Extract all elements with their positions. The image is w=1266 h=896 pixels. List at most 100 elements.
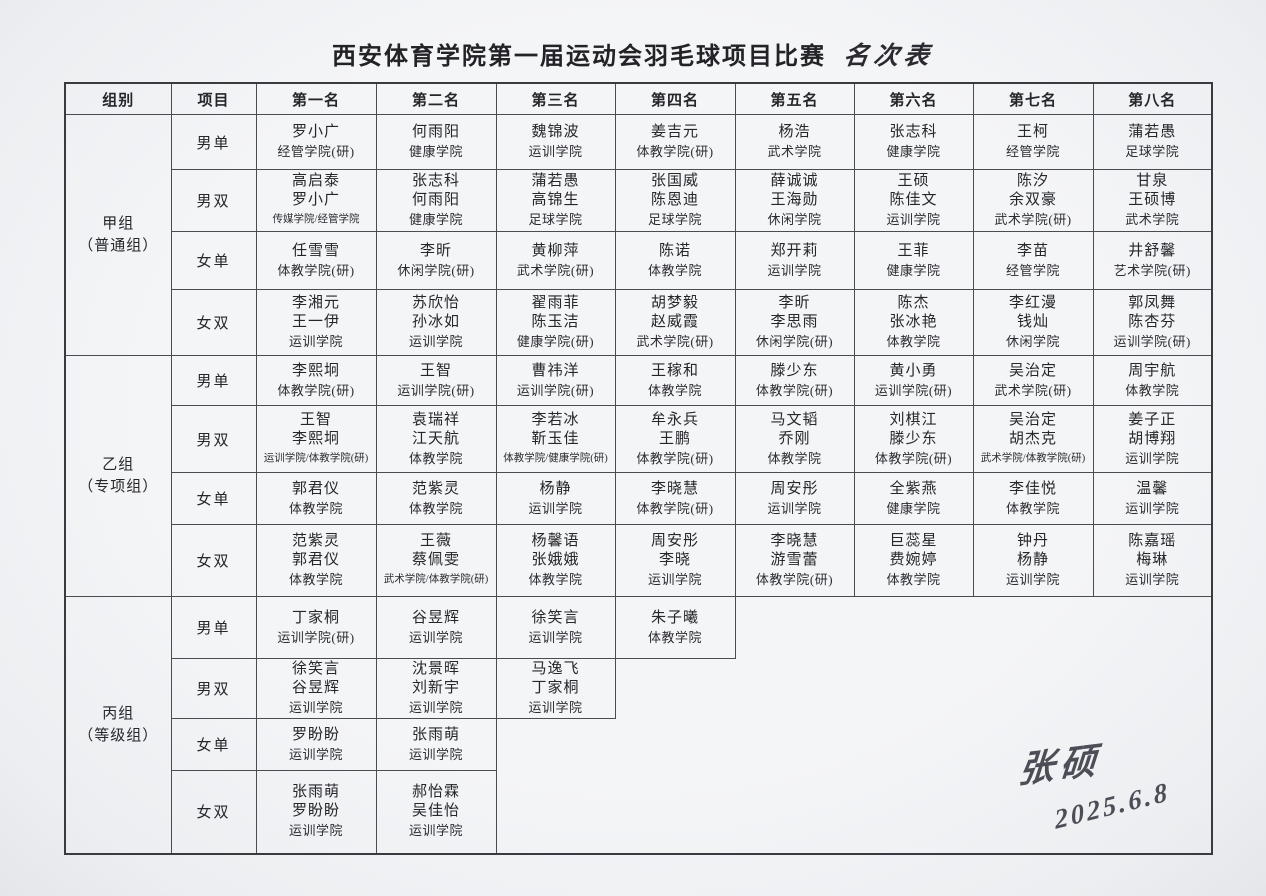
rank-cell: 温馨 运训学院 (1092, 472, 1213, 525)
athlete-name: 陈佳文 (889, 192, 938, 208)
rank-cell: 翟雨菲 陈玉洁 健康学院(研) (495, 289, 616, 356)
athlete-name: 张雨萌 (411, 726, 460, 743)
athlete-name: 谷昱辉 (291, 680, 340, 696)
athlete-name: 郝怡霖 (411, 784, 460, 801)
athlete-name: 范紫灵 (411, 480, 460, 497)
athlete-name: 周安彤 (770, 480, 819, 497)
athlete-name: 何雨阳 (411, 124, 460, 140)
rank-cell: 李湘元 王一伊 运训学院 (255, 289, 377, 356)
college-name: 运训学院 (528, 500, 583, 516)
rank-cell: 马逸飞 丁家桐 运训学院 (495, 658, 616, 719)
college-name: 运训学院(研) (397, 382, 475, 398)
college-name: 运训学院 (408, 700, 463, 715)
event-label: 男单 (170, 355, 257, 406)
group-label-line: 丙组 (102, 705, 135, 722)
college-name: 运训学院 (528, 700, 583, 715)
athlete-name: 高锦生 (531, 192, 580, 208)
rank-cell: 巨蕊星 费婉婷 体教学院 (853, 524, 974, 597)
empty-cell (854, 659, 973, 719)
athlete-name: 马文韬 (770, 411, 819, 428)
column-header: 第二名 (375, 82, 497, 115)
empty-cell (735, 771, 854, 854)
rank-cell: 徐笑言 谷昱辉 运训学院 (255, 658, 377, 719)
athlete-name: 徐笑言 (531, 609, 580, 626)
athlete-name: 周安彤 (650, 533, 699, 549)
athlete-name: 王硕博 (1128, 192, 1177, 208)
college-name: 运训学院 (408, 629, 463, 645)
rank-cell: 姜吉元 体教学院(研) (614, 114, 736, 170)
athlete-name: 郭凤舞 (1128, 295, 1177, 311)
athlete-name: 薛诚诚 (770, 173, 819, 189)
college-name: 运训学院(研) (516, 382, 595, 398)
college-name: 足球学院 (647, 212, 702, 227)
athlete-name: 游雪蕾 (770, 552, 819, 568)
athlete-name: 李若冰 (531, 411, 580, 428)
athlete-name: 罗盼盼 (291, 726, 340, 743)
college-name: 运训学院 (647, 572, 702, 587)
group-label-line: （普通组） (78, 238, 159, 254)
athlete-name: 吴治定 (1008, 411, 1057, 428)
athlete-name: 江天航 (411, 430, 460, 447)
athlete-name: 苏欣怡 (411, 295, 460, 311)
college-name: 体教学院 (767, 450, 822, 466)
rank-cell: 蒲若愚 高锦生 足球学院 (495, 169, 616, 232)
athlete-name: 王鹏 (658, 430, 691, 447)
athlete-name: 温馨 (1136, 480, 1169, 497)
athlete-name: 杨浩 (778, 124, 811, 140)
college-name: 运训学院 (408, 823, 463, 839)
rank-cell: 王柯 经管学院 (972, 114, 1094, 170)
table-row: 丙组 （等级组） 男单 丁家桐 运训学院(研) 谷昱辉 运训学院 徐笑言 运训学院 朱子曦 体教学院 (64, 596, 1212, 854)
college-name: 体教学院 (647, 262, 702, 278)
event-label: 女单 (170, 718, 257, 771)
athlete-name: 陈汐 (1016, 173, 1049, 189)
college-name: 体教学院(研) (755, 382, 834, 398)
college-name: 体教学院 (647, 629, 702, 645)
rank-cell: 丁家桐 运训学院(研) (255, 596, 377, 659)
column-header: 项目 (170, 82, 257, 115)
event-label: 女双 (170, 524, 257, 597)
athlete-name: 周宇航 (1128, 362, 1177, 379)
rank-cell: 张雨萌 运训学院 (375, 718, 497, 771)
athlete-name: 刘棋江 (889, 411, 938, 428)
column-header: 第三名 (495, 82, 616, 115)
athlete-name: 孙冰如 (411, 314, 460, 330)
college-name: 运训学院 (288, 746, 343, 762)
group-label-line: （等级组） (78, 727, 159, 744)
event-label: 女单 (170, 472, 257, 525)
athlete-name: 费婉婷 (889, 552, 938, 568)
college-name: 武术学院(研) (636, 334, 714, 349)
rank-cell: 李若冰 靳玉佳 体教学院/健康学院(研) (495, 405, 616, 473)
column-header: 第一名 (255, 82, 377, 115)
empty-cell (973, 659, 1093, 719)
college-name: 足球学院 (528, 212, 583, 227)
rank-cell: 马文韬 乔刚 体教学院 (734, 405, 855, 473)
rank-cell: 钟丹 杨静 运训学院 (972, 524, 1094, 597)
athlete-name: 赵威霞 (650, 314, 699, 330)
document-title-row: 西安体育学院第一届运动会羽毛球项目比赛 名次表 (0, 36, 1266, 72)
page-title: 西安体育学院第一届运动会羽毛球项目比赛 (331, 44, 826, 70)
column-header: 第七名 (972, 82, 1094, 115)
rank-cell: 陈杰 张冰艳 体教学院 (853, 289, 974, 356)
athlete-name: 范紫灵 (291, 533, 340, 549)
athlete-name: 李昕 (778, 295, 811, 311)
empty-cell (496, 719, 615, 771)
athlete-name: 张娥娥 (531, 552, 580, 568)
rank-cell: 张志科 何雨阳 健康学院 (375, 169, 497, 232)
athlete-name: 李晓 (658, 552, 691, 568)
athlete-name: 乔刚 (778, 430, 811, 447)
rank-cell: 王稼和 体教学院 (614, 355, 736, 406)
empty-cell (735, 659, 854, 719)
event-label: 男双 (170, 169, 257, 232)
college-name: 运训学院 (767, 262, 822, 278)
rank-cell: 高启泰 罗小广 传媒学院/经管学院 (255, 169, 377, 232)
rank-cell: 郭凤舞 陈杏芬 运训学院(研) (1092, 289, 1213, 356)
athlete-name: 甘泉 (1136, 173, 1169, 189)
athlete-name: 郑开莉 (770, 242, 819, 259)
college-name: 健康学院 (408, 144, 463, 159)
college-name: 运训学院(研) (277, 629, 355, 645)
athlete-name: 杨静 (539, 480, 572, 497)
table-row: 男双 高启泰 罗小广 传媒学院/经管学院 张志科 何雨阳 健康学院 蒲若愚 高锦生 足球学院 张国威… (65, 169, 1213, 232)
athlete-name: 王菲 (897, 242, 930, 259)
athlete-name: 李昕 (419, 242, 452, 259)
